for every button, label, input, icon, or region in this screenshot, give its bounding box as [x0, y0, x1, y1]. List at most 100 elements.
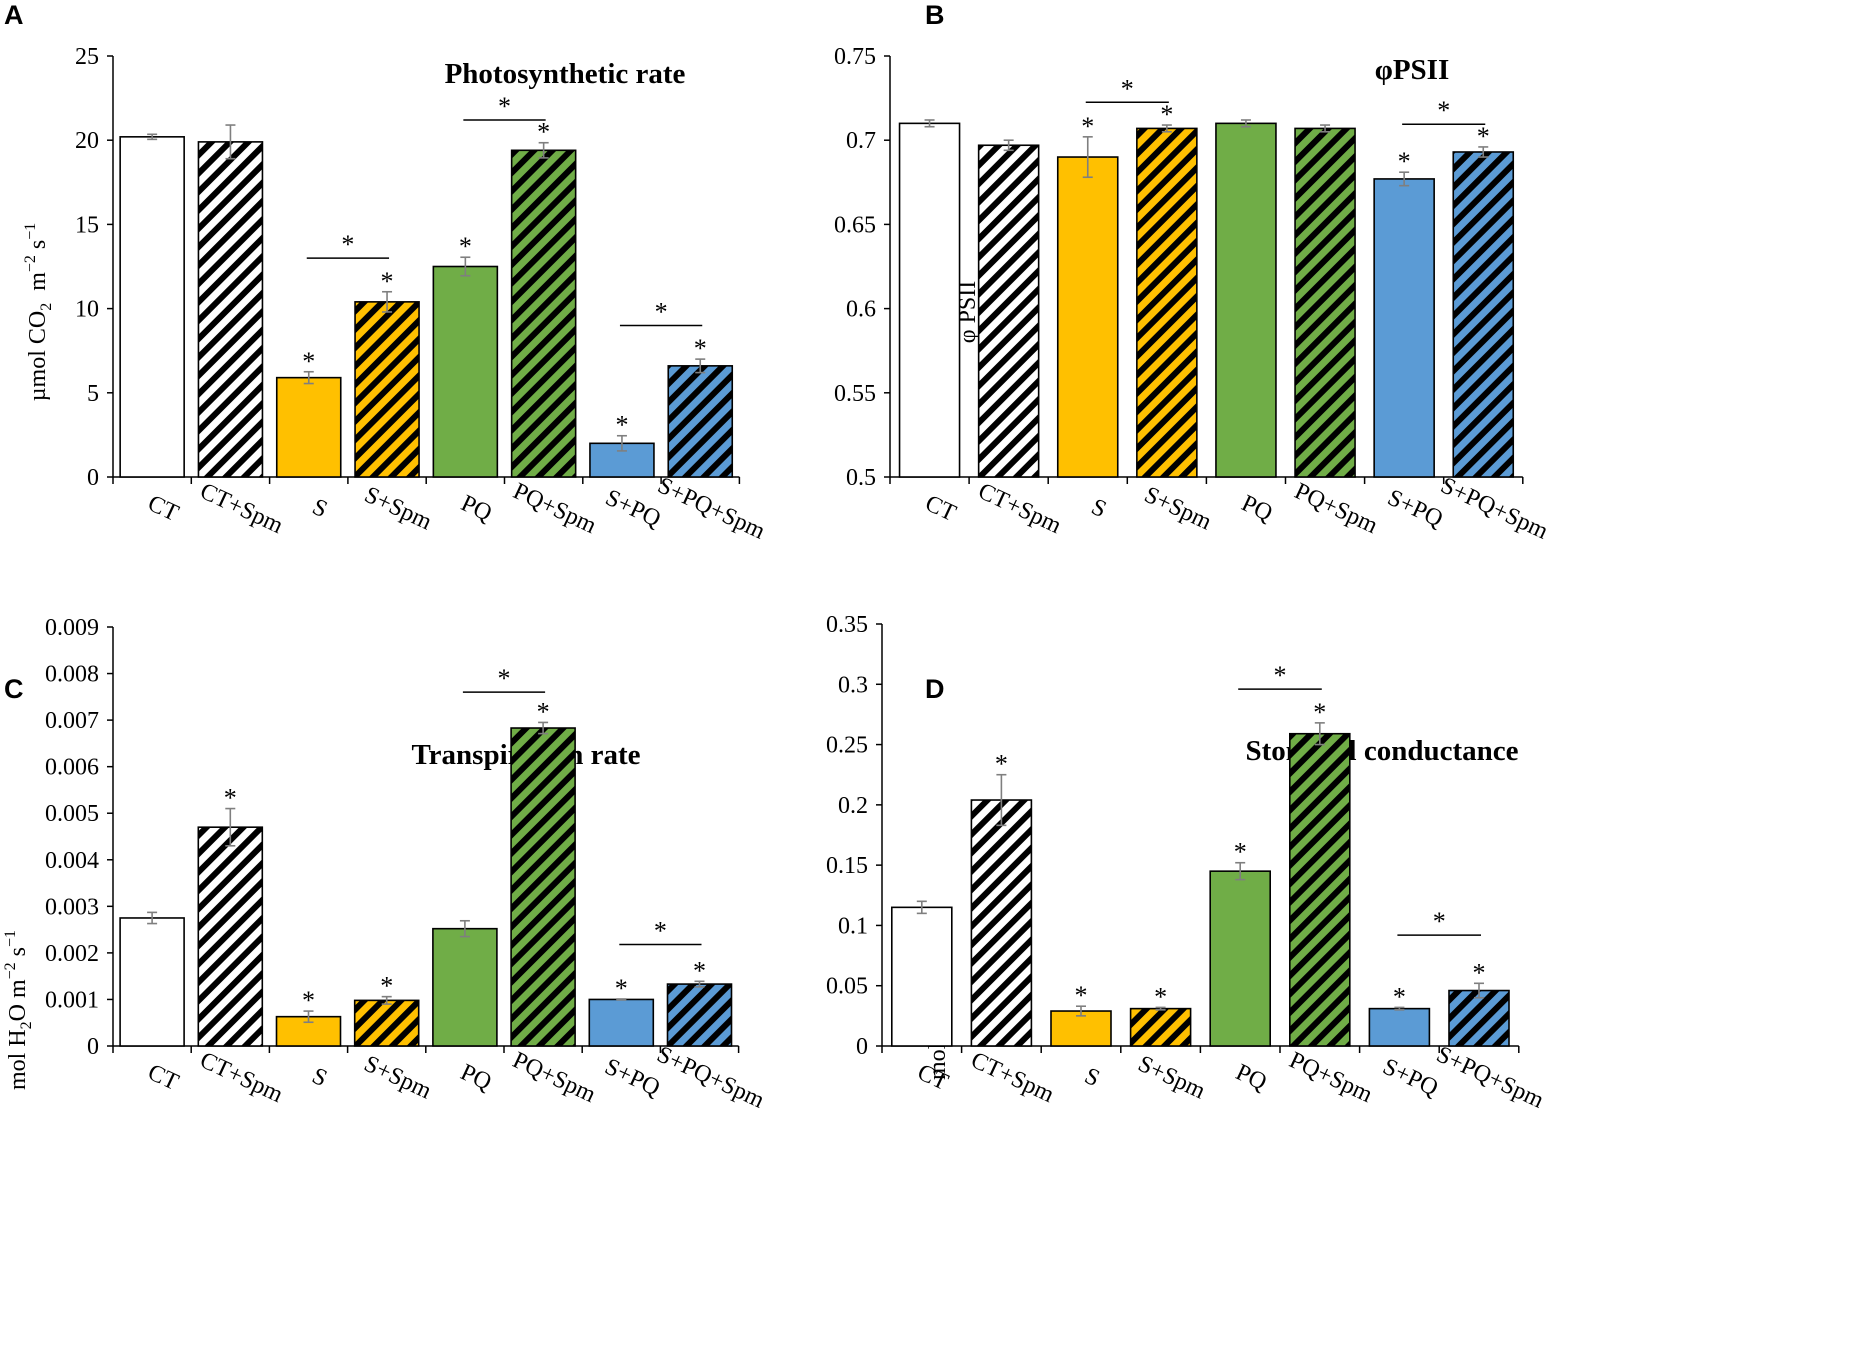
x-tick-label: S+Spm — [1134, 1051, 1210, 1105]
ylabel-pre: mol H — [5, 1029, 31, 1090]
y-tick-label: 0.002 — [45, 941, 99, 967]
bar — [432, 927, 498, 1047]
y-axis-label: mol H2O m−2 s−1 — [2, 930, 35, 1090]
bar — [970, 799, 1033, 1047]
y-tick-label: 0.75 — [834, 44, 876, 70]
bar — [1368, 1007, 1431, 1047]
significance-star: * — [537, 118, 550, 147]
bracket-star: * — [1433, 907, 1446, 936]
bar — [898, 122, 961, 478]
bar — [1136, 127, 1198, 478]
ylabel-mid2: s — [5, 947, 31, 962]
bar — [1448, 989, 1510, 1047]
bracket-star: * — [341, 230, 354, 259]
bar — [890, 906, 953, 1047]
y-tick-label: 0.6 — [846, 297, 876, 323]
x-tick-label: S — [1087, 494, 1110, 523]
ylabel-sub: 2 — [38, 303, 55, 311]
significance-star: * — [459, 232, 472, 261]
y-tick-label: 0.003 — [45, 894, 99, 920]
x-tick-label: CT+Spm — [196, 1047, 287, 1108]
y-tick-label: 10 — [75, 297, 99, 323]
x-tick-label: PQ — [457, 490, 496, 527]
bar — [1373, 178, 1435, 478]
panel-letter: C — [4, 674, 24, 704]
bar — [510, 149, 577, 478]
y-tick-label: 0.001 — [45, 987, 99, 1013]
significance-star: * — [537, 697, 550, 726]
bar — [666, 983, 733, 1047]
x-tick-label: S+PQ+Spm — [1432, 1042, 1548, 1114]
bar — [1056, 156, 1119, 478]
ylabel-mid: O m — [5, 979, 31, 1021]
chart-title: Stomatal conductance — [1245, 735, 1518, 767]
bar — [1209, 870, 1271, 1047]
ylabel-pre: µmol CO — [25, 311, 51, 402]
significance-star: * — [302, 986, 315, 1015]
ylabel-sub: 2 — [18, 1021, 35, 1029]
y-tick-label: 0.35 — [826, 612, 868, 638]
ylabel-mid: m — [25, 272, 51, 303]
bar — [119, 136, 185, 478]
x-tick-label: PQ+Spm — [1291, 478, 1382, 539]
plot-area: 0.5 0.55 0.6 0.65 0.7 0.75 CT CT+Spm * S * S+Spm PQ P… — [834, 44, 1552, 545]
y-axis-label: µmol CO2 m−2 s−1 — [22, 223, 55, 402]
bar — [1050, 1010, 1112, 1047]
plot-area: 0 5 10 15 20 25 CT CT+Spm * S * S+Spm * PQ * PQ+Spm * S+P… — [75, 44, 769, 545]
ylabel-sup2: −1 — [2, 930, 19, 947]
y-tick-label: 0.05 — [826, 974, 868, 1000]
significance-star: * — [1081, 112, 1094, 141]
x-tick-label: CT+Spm — [196, 478, 287, 539]
x-tick-label: CT+Spm — [967, 1047, 1058, 1108]
bracket-star: * — [1437, 96, 1450, 125]
significance-star: * — [1393, 982, 1406, 1011]
y-tick-label: 15 — [75, 212, 99, 238]
significance-star: * — [694, 334, 707, 363]
x-tick-label: S+PQ+Spm — [653, 1042, 769, 1114]
y-axis-label-text: mol H2O m−2 s−1 — [2, 930, 35, 1090]
bar — [667, 365, 734, 478]
bar — [1294, 127, 1356, 478]
panel-letter: D — [925, 674, 945, 704]
x-tick-label: S — [308, 494, 331, 523]
significance-star: * — [380, 972, 393, 1001]
ylabel-sup2: −1 — [22, 223, 39, 240]
y-tick-label: 0.004 — [45, 848, 99, 874]
y-tick-label: 0.009 — [45, 615, 99, 641]
significance-star: * — [1473, 958, 1486, 987]
bar — [1129, 1007, 1192, 1047]
significance-star: * — [995, 750, 1008, 779]
y-tick-label: 25 — [75, 44, 99, 70]
panel-c: C Transpiration rate mol H2O m−2 s−1 00.… — [2, 615, 768, 1114]
bracket-star: * — [498, 92, 511, 121]
significance-star: * — [381, 267, 394, 296]
y-tick-label: 0.5 — [846, 465, 876, 491]
panel-letter: B — [925, 0, 945, 30]
y-tick-label: 0.008 — [45, 662, 99, 688]
chart-title: Photosynthetic rate — [445, 58, 686, 90]
y-tick-label: 5 — [87, 381, 99, 407]
y-tick-label: 0.55 — [834, 381, 876, 407]
bar — [197, 141, 264, 478]
x-tick-label: S+PQ+Spm — [654, 473, 770, 545]
significance-star: * — [224, 784, 237, 813]
x-tick-label: S+PQ — [1379, 1054, 1442, 1102]
x-tick-label: PQ — [1238, 490, 1277, 527]
significance-star: * — [1154, 982, 1167, 1011]
y-tick-label: 0 — [856, 1034, 868, 1060]
y-tick-label: 0.25 — [826, 733, 868, 759]
bar — [432, 265, 499, 478]
bar — [119, 917, 185, 1047]
significance-star: * — [1313, 698, 1326, 727]
y-tick-label: 0.15 — [826, 853, 868, 879]
y-tick-label: 0.65 — [834, 212, 876, 238]
x-tick-label: S+Spm — [1140, 482, 1216, 536]
x-tick-label: S — [308, 1063, 331, 1092]
y-tick-label: 0.1 — [838, 913, 868, 939]
significance-star: * — [1477, 122, 1490, 151]
panel-d: D Stomatal conductance mol H2O m−2 s−1 0… — [826, 612, 1548, 1114]
bracket-star: * — [655, 297, 668, 326]
ylabel-sup1: −2 — [2, 962, 19, 979]
y-tick-label: 0.2 — [838, 793, 868, 819]
